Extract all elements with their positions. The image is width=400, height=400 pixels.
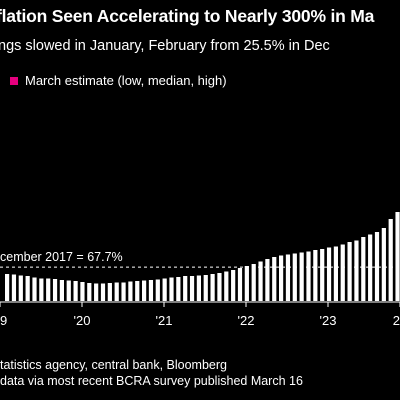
bar — [52, 279, 58, 301]
bar — [265, 259, 270, 301]
bar — [176, 277, 181, 301]
x-tick-label: '22 — [238, 313, 255, 328]
bar — [333, 246, 338, 301]
bar — [347, 242, 352, 301]
footnote: data via most recent BCRA survey publish… — [0, 374, 303, 388]
x-tick-label: '20 — [74, 313, 91, 328]
bar — [183, 276, 188, 301]
chart-subtitle: ngs slowed in January, February from 25.… — [0, 38, 330, 54]
x-tick-label: '23 — [320, 313, 337, 328]
bar — [272, 257, 277, 301]
bar — [100, 283, 106, 301]
bar — [320, 249, 325, 301]
bar — [5, 274, 10, 301]
bar — [217, 273, 222, 301]
bar — [148, 280, 154, 301]
reference-line-label: cember 2017 = 67.7% — [0, 250, 123, 264]
bar — [251, 264, 256, 301]
bar — [128, 281, 133, 301]
bar — [189, 276, 195, 301]
bar — [368, 234, 373, 301]
bar — [299, 252, 304, 301]
bar — [313, 250, 318, 301]
bar — [107, 283, 112, 301]
x-ticks-group: 9 '20 '21 '22 '23 2 — [0, 302, 400, 328]
bar — [32, 277, 37, 301]
bar — [231, 270, 236, 301]
bar — [66, 280, 71, 301]
legend: March estimate (low, median, high) — [10, 73, 227, 88]
bar — [361, 237, 366, 301]
bar — [306, 251, 311, 301]
bar — [203, 275, 208, 301]
bar — [258, 261, 263, 301]
bars-group — [5, 212, 400, 301]
bar — [279, 255, 284, 301]
bar — [25, 276, 30, 301]
x-tick-label: '21 — [156, 313, 173, 328]
bar — [121, 282, 126, 301]
bar — [46, 278, 51, 301]
bar — [73, 281, 78, 301]
bar — [244, 266, 249, 301]
bar — [155, 279, 160, 301]
legend-swatch-icon — [10, 76, 18, 85]
bar — [59, 280, 64, 301]
bar — [196, 275, 201, 301]
x-tick-label: 9 — [0, 313, 7, 328]
bar — [169, 277, 174, 301]
bar — [135, 281, 140, 301]
legend-label: March estimate (low, median, high) — [25, 73, 227, 88]
bar — [224, 271, 229, 301]
bar — [39, 278, 44, 301]
bar — [374, 232, 380, 301]
bar — [381, 228, 386, 301]
bar — [326, 247, 332, 301]
bar — [142, 280, 147, 301]
bar — [292, 253, 297, 301]
source-note: tatistics agency, central bank, Bloomber… — [0, 358, 227, 372]
reference-line-group: cember 2017 = 67.7% — [0, 250, 400, 268]
bar — [94, 283, 99, 301]
bar — [388, 219, 393, 301]
bar — [80, 282, 85, 301]
chart-title: flation Seen Accelerating to Nearly 300%… — [0, 6, 375, 26]
bar — [18, 275, 23, 301]
bar — [237, 268, 243, 301]
bar — [285, 254, 291, 301]
bar — [87, 283, 92, 301]
bar — [210, 274, 215, 301]
bar — [114, 282, 119, 301]
bar — [354, 240, 359, 301]
bar — [340, 244, 345, 301]
bar — [162, 278, 167, 301]
bar — [395, 212, 400, 301]
x-tick-label: 2 — [393, 313, 400, 328]
bar — [11, 274, 17, 301]
